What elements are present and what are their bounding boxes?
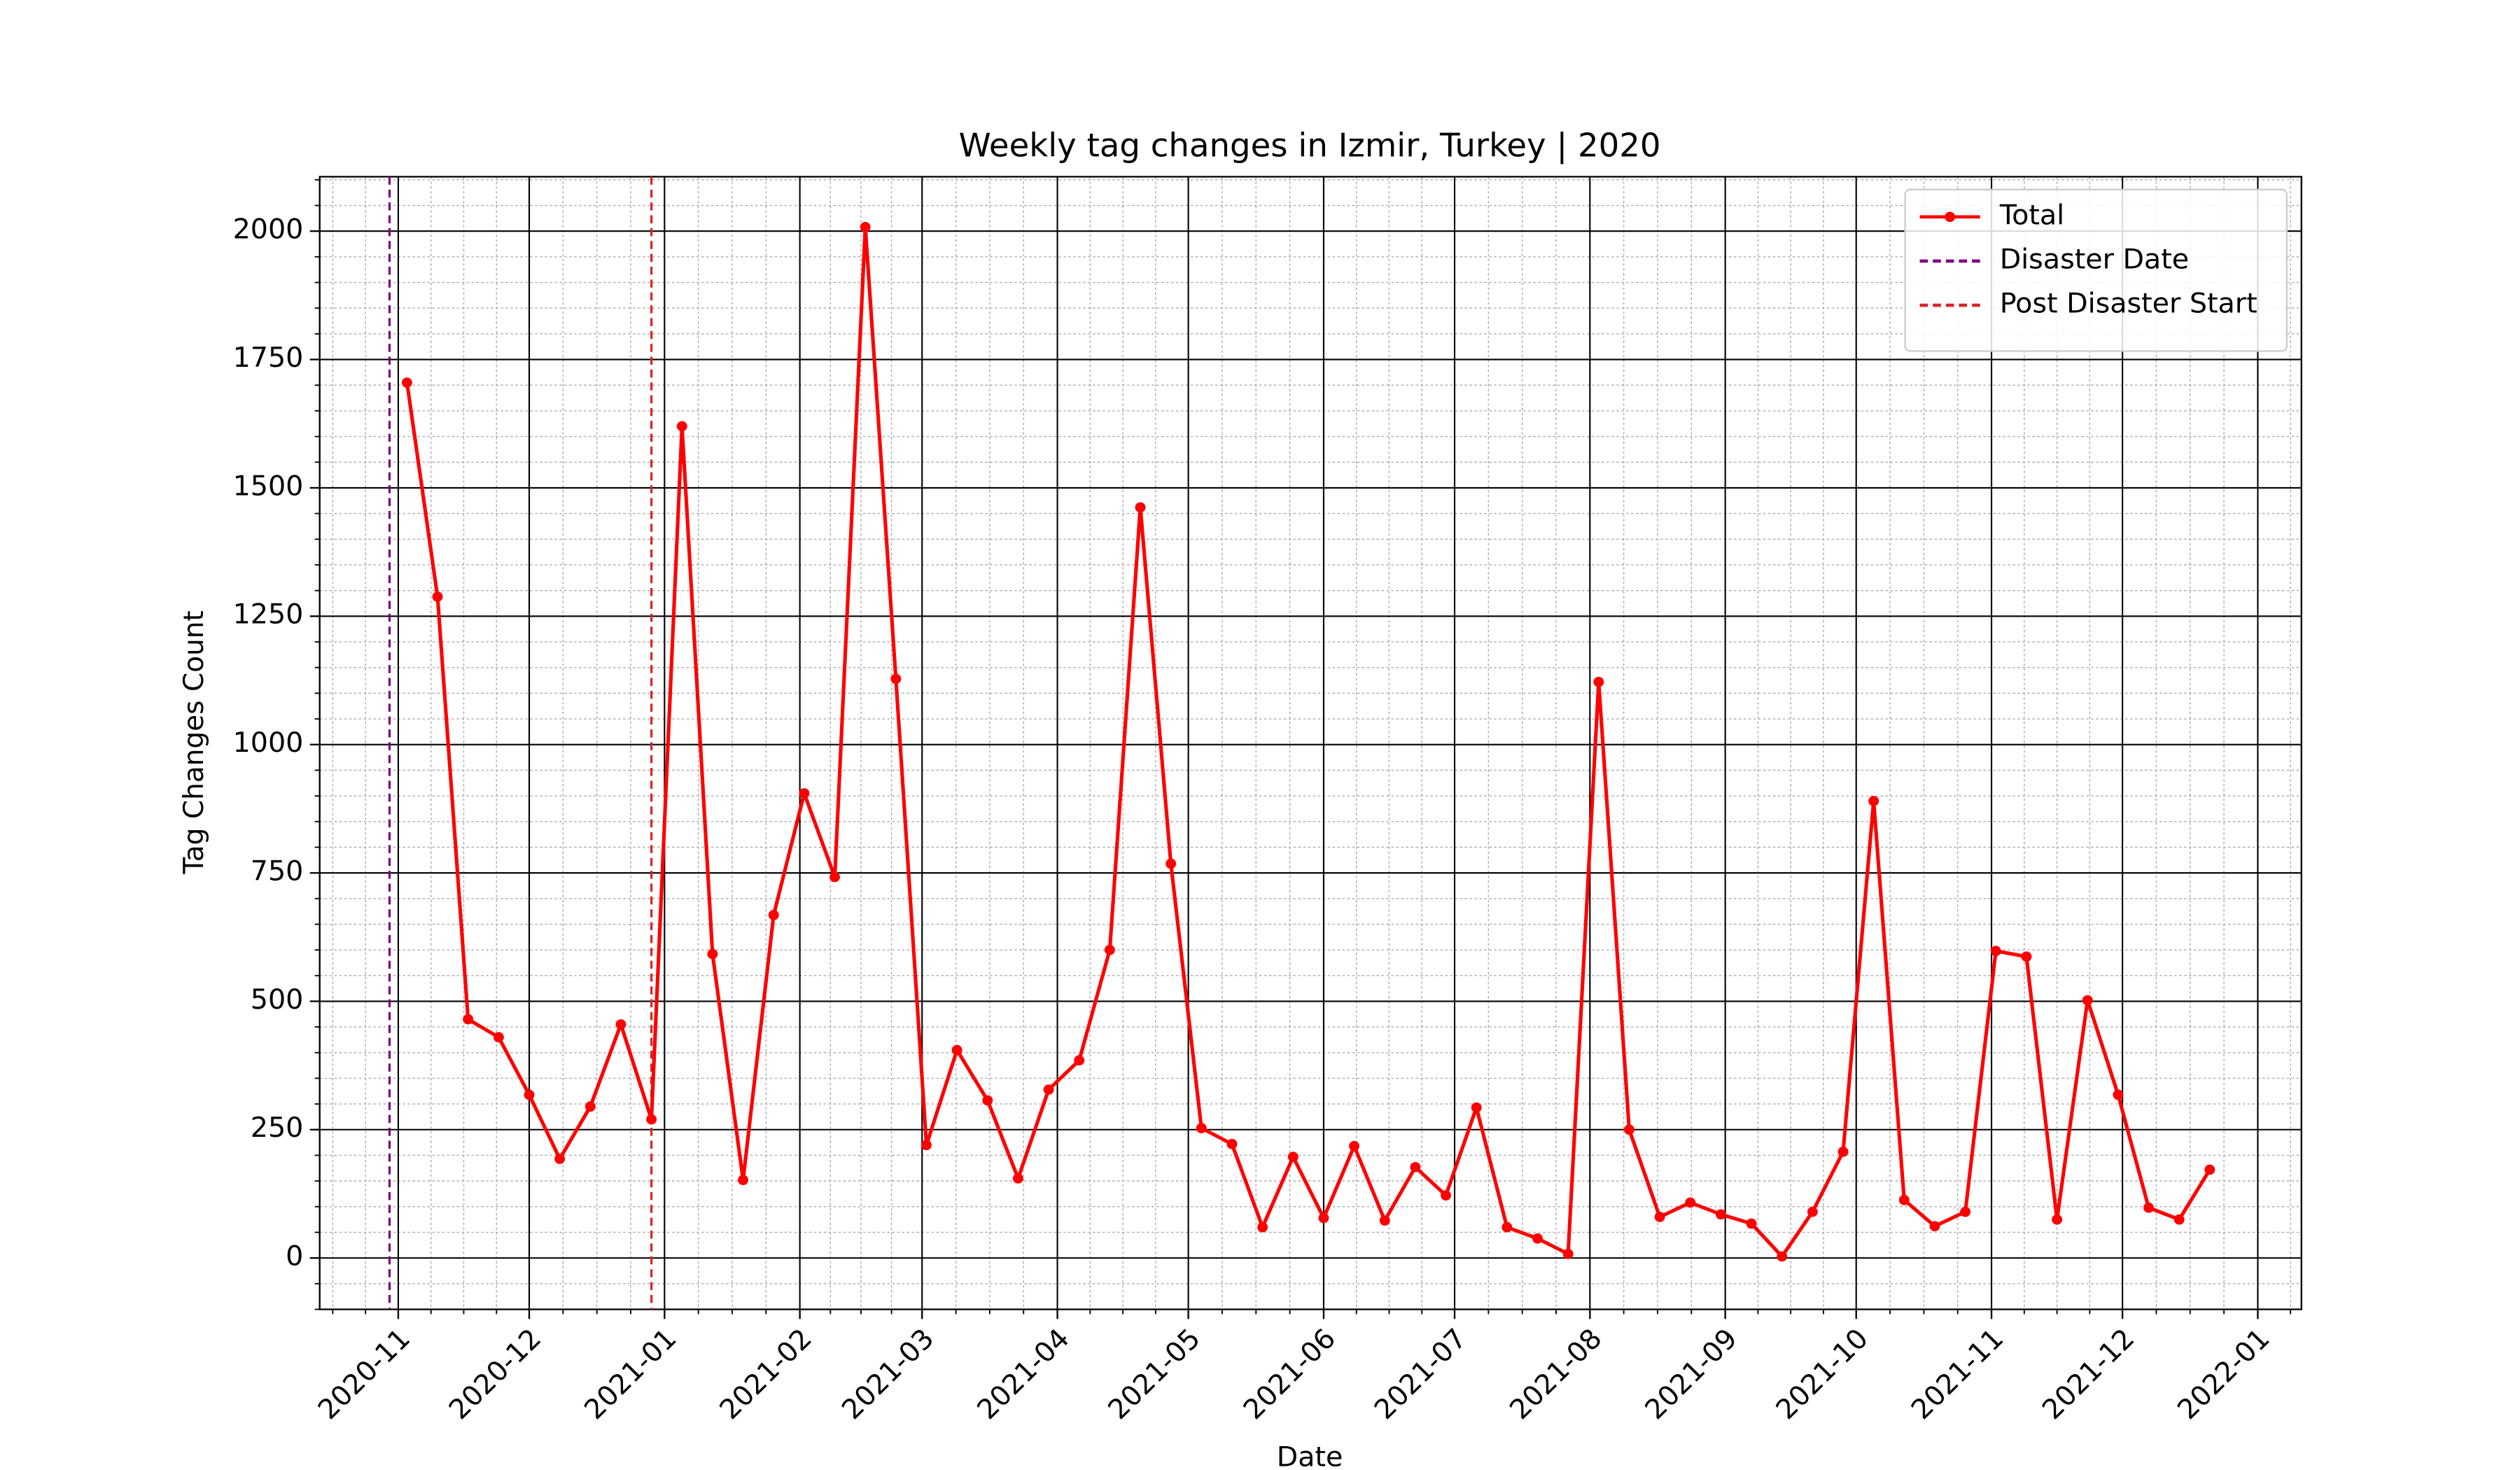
- chart-title: Weekly tag changes in Izmir, Turkey | 20…: [959, 127, 1661, 165]
- y-tick-label: 750: [251, 856, 304, 888]
- data-point: [1043, 1084, 1054, 1095]
- x-axis-label: Date: [1277, 1442, 1343, 1470]
- data-point: [1807, 1206, 1818, 1217]
- data-point: [432, 592, 443, 602]
- legend-label: Post Disaster Start: [2000, 288, 2258, 320]
- data-point: [524, 1089, 535, 1100]
- data-point: [707, 948, 718, 960]
- data-point: [951, 1044, 962, 1056]
- data-point: [1441, 1190, 1452, 1201]
- data-point: [1654, 1212, 1665, 1222]
- y-tick-label: 1500: [233, 471, 304, 503]
- y-tick-label: 250: [251, 1112, 304, 1144]
- data-point: [1379, 1215, 1390, 1226]
- data-point: [584, 1101, 596, 1112]
- legend-label: Total: [1999, 200, 2064, 232]
- y-tick-label: 1250: [233, 599, 304, 631]
- data-point: [982, 1095, 993, 1106]
- data-point: [799, 788, 810, 799]
- data-point: [1104, 944, 1115, 955]
- data-point: [1990, 946, 2001, 956]
- data-point: [830, 872, 840, 883]
- data-point: [1135, 502, 1146, 513]
- data-point: [1257, 1222, 1268, 1233]
- data-point: [1777, 1251, 1788, 1262]
- data-point: [1837, 1146, 1849, 1157]
- data-point: [1685, 1197, 1696, 1208]
- data-point: [738, 1175, 749, 1186]
- data-point: [1287, 1152, 1298, 1162]
- data-point: [1012, 1173, 1023, 1184]
- plot: [388, 176, 2216, 1310]
- data-point: [554, 1154, 566, 1164]
- legend-label: Disaster Date: [2000, 244, 2189, 276]
- data-point: [1471, 1102, 1482, 1113]
- data-point: [2021, 951, 2032, 962]
- y-tick-label: 1000: [233, 727, 304, 759]
- data-point: [768, 909, 779, 920]
- data-point: [1318, 1212, 1329, 1224]
- y-tick-label: 0: [286, 1241, 303, 1273]
- data-point: [890, 673, 902, 685]
- legend-marker: [1945, 211, 1956, 223]
- data-point: [1898, 1194, 1910, 1205]
- data-point: [1623, 1124, 1634, 1135]
- data-point: [2082, 995, 2093, 1006]
- plot-frame: [318, 176, 2302, 1310]
- data-point: [921, 1140, 932, 1151]
- data-point: [1746, 1218, 1757, 1229]
- data-point: [493, 1032, 504, 1043]
- series-line: [405, 225, 2212, 1259]
- data-point: [1868, 796, 1879, 806]
- y-axis-label: Tag Changes Count: [178, 610, 210, 874]
- data-point: [646, 1114, 657, 1125]
- data-point: [401, 377, 412, 388]
- data-point: [1502, 1222, 1513, 1233]
- data-point: [1715, 1209, 1726, 1220]
- data-point: [1410, 1161, 1421, 1172]
- y-tick-label: 1750: [233, 342, 304, 374]
- data-point: [1349, 1140, 1360, 1152]
- data-point: [1593, 676, 1604, 687]
- legend-box: [1904, 188, 2288, 352]
- data-point: [2204, 1164, 2216, 1175]
- data-point: [1226, 1138, 1238, 1149]
- data-point: [676, 421, 687, 432]
- data-point: [1929, 1221, 1940, 1232]
- data-point: [1532, 1233, 1543, 1244]
- y-tick-label: 500: [251, 984, 304, 1016]
- data-point: [1074, 1055, 1085, 1066]
- legend: Total Disaster Date Post Disaster Start: [1904, 188, 2288, 352]
- data-point: [2174, 1214, 2185, 1225]
- data-point: [1166, 858, 1177, 869]
- data-point: [2113, 1089, 2124, 1100]
- y-tick-label: 2000: [233, 214, 304, 246]
- data-point: [860, 221, 871, 232]
- data-point: [2052, 1214, 2063, 1225]
- data-point: [2143, 1202, 2154, 1213]
- data-point: [615, 1019, 626, 1030]
- data-point: [1960, 1206, 1971, 1217]
- data-point: [1562, 1248, 1574, 1259]
- data-point: [463, 1014, 474, 1025]
- data-point: [1196, 1123, 1207, 1133]
